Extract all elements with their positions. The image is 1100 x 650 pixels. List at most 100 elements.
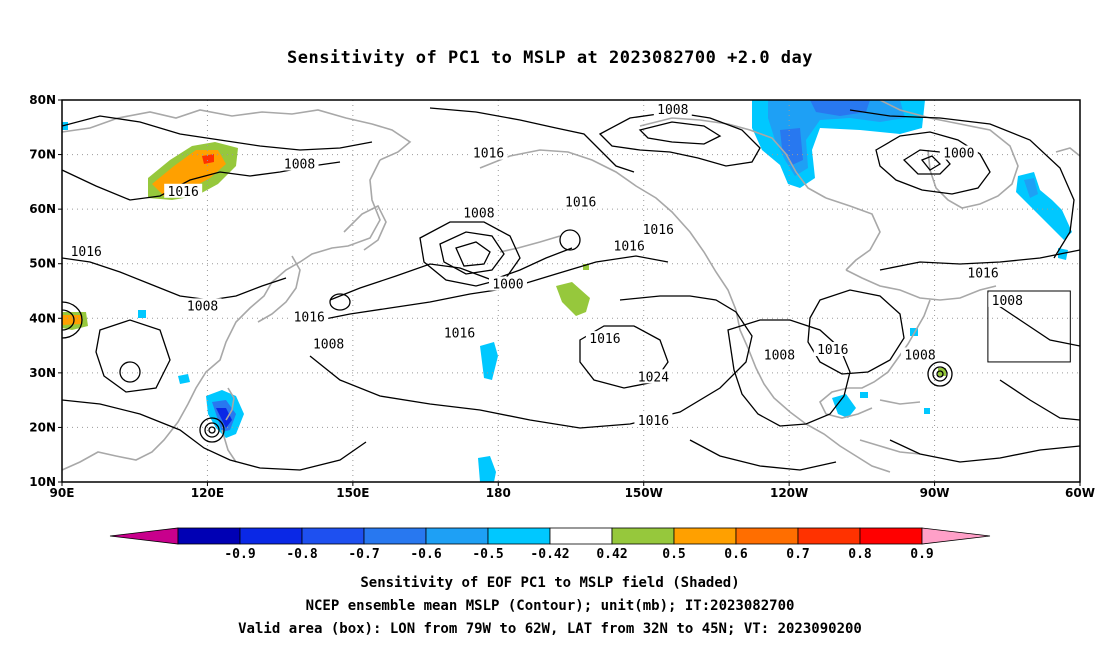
contour-label-bg [561,194,600,209]
contour-small-loop3 [559,229,581,251]
contour-label: 1016 [643,223,674,238]
contour-1008-arctic [598,111,761,167]
colorbar-swatch [301,527,365,545]
shade-orange-west2 [62,315,82,325]
contour-label: 1016 [614,239,645,254]
contour-label: 1024 [638,370,669,385]
contour-hurricane-2 [932,366,948,382]
lat-label: 70N [29,148,56,162]
shade-blue-gulf2 [860,392,868,398]
coast-east-asia [62,159,381,471]
contour-1016-sub [309,295,753,429]
contour-label-bg [183,298,222,313]
coast-hudson [825,197,881,271]
contour-1016-north [429,107,635,173]
contour-arctic-inner [638,121,722,145]
contour-label-bg [280,156,319,171]
contour-label-bg [488,276,527,291]
colorbar: -0.9 -0.8 -0.7 -0.6 -0.5 -0.42 0.42 0.5 0.6 0.7 0.… [109,527,991,562]
lat-label: 40N [29,311,56,325]
contour-small-loop1 [119,361,141,383]
contour-label: 1016 [638,414,669,429]
contour-label-bg [610,238,649,253]
colorbar-label: -0.7 [348,547,379,562]
mslp-contours [62,107,1080,471]
chart-title: Sensitivity of PC1 to MSLP at 2023082700… [286,48,813,68]
contour-label-bg [440,325,479,340]
contour-label: 1008 [284,157,315,172]
shade-blue-dot1 [178,374,190,384]
contour-label-bg [634,369,673,384]
contour-small-loop2 [329,293,351,311]
contour-label-bg [653,101,692,116]
contour-1016-gulf [807,289,905,375]
coast-east-na [819,269,997,419]
colorbar-label: 0.6 [724,547,748,562]
shade-blue-typhoon3 [216,408,232,428]
colorbar-swatch [363,527,427,545]
contour-1008-pac [329,247,573,301]
colorbar-swatch [177,527,241,545]
colorbar-label: 0.7 [786,547,809,562]
colorbar-label: 0.5 [662,547,685,562]
valid-area-box [987,290,1071,363]
lat-label: 30N [29,366,56,380]
contour-label-bg [634,412,673,427]
contour-atl-east [989,299,1080,421]
colorbar-label: 0.42 [596,547,627,562]
lon-label: 150E [336,486,369,500]
colorbar-swatch [487,527,551,545]
colorbar-swatch [797,527,861,545]
colorbar-label: -0.42 [530,547,569,562]
contour-label: 1016 [565,196,596,211]
colorbar-label: 0.9 [910,547,933,562]
contour-hurricane-1 [927,361,953,387]
contour-asia-south [62,399,367,471]
contour-label: 1016 [473,147,504,162]
lat-label: 20N [29,420,56,434]
colorbar-swatch [673,527,737,545]
shade-red-siberia [202,154,214,164]
contour-typhoon-1 [199,417,225,443]
contour-label: 1008 [657,103,688,118]
colorbar-swatch [611,527,675,545]
coast-canada-arctic [639,117,827,199]
contour-label-bg [939,145,978,160]
contour-label: 1016 [71,245,102,260]
contour-label: 1008 [992,294,1023,309]
contour-typhoon-2 [204,422,220,438]
coast-kamchatka [343,204,387,251]
contour-pac-south [689,439,837,471]
coast-aleutians [499,235,561,253]
contour-typhoon-3 [208,426,216,434]
coast-iceland [1055,147,1080,157]
shade-blue-dot2 [138,310,146,318]
colorbar-swatch [859,527,923,545]
colorbar-swatch [425,527,489,545]
contour-label: 1008 [187,299,218,314]
contour-atl-south [889,439,1080,463]
lat-label: 10N [29,475,56,489]
map-frame [61,99,1081,483]
colorbar-left-triangle [109,527,179,545]
contour-1008-asia [62,257,287,301]
coast-arctic-russia [62,109,412,161]
footer-line-2: NCEP ensemble mean MSLP (Contour); unit(… [305,598,795,614]
contour-label-bg [813,342,852,357]
coast-japan [257,255,301,323]
contour-1008-ne [849,109,1075,259]
contour-1016-pac [309,255,669,323]
longitude-labels: 90E 120E 150E 180 150W 120W 90W 60W [50,482,1095,500]
coast-caribbean [859,399,921,455]
contour-label: 1016 [817,343,848,358]
sensitivity-shading [62,100,1072,482]
contour-labels: 1008101610081016100010161008101610161016… [67,101,1027,429]
contour-bering-low [419,221,521,287]
shade-blue-gulf [832,394,856,418]
lat-label: 60N [29,202,56,216]
contour-label-bg [585,331,624,346]
lat-label: 50N [29,257,56,271]
contour-1008-west [62,115,373,151]
lat-label: 80N [29,93,56,107]
